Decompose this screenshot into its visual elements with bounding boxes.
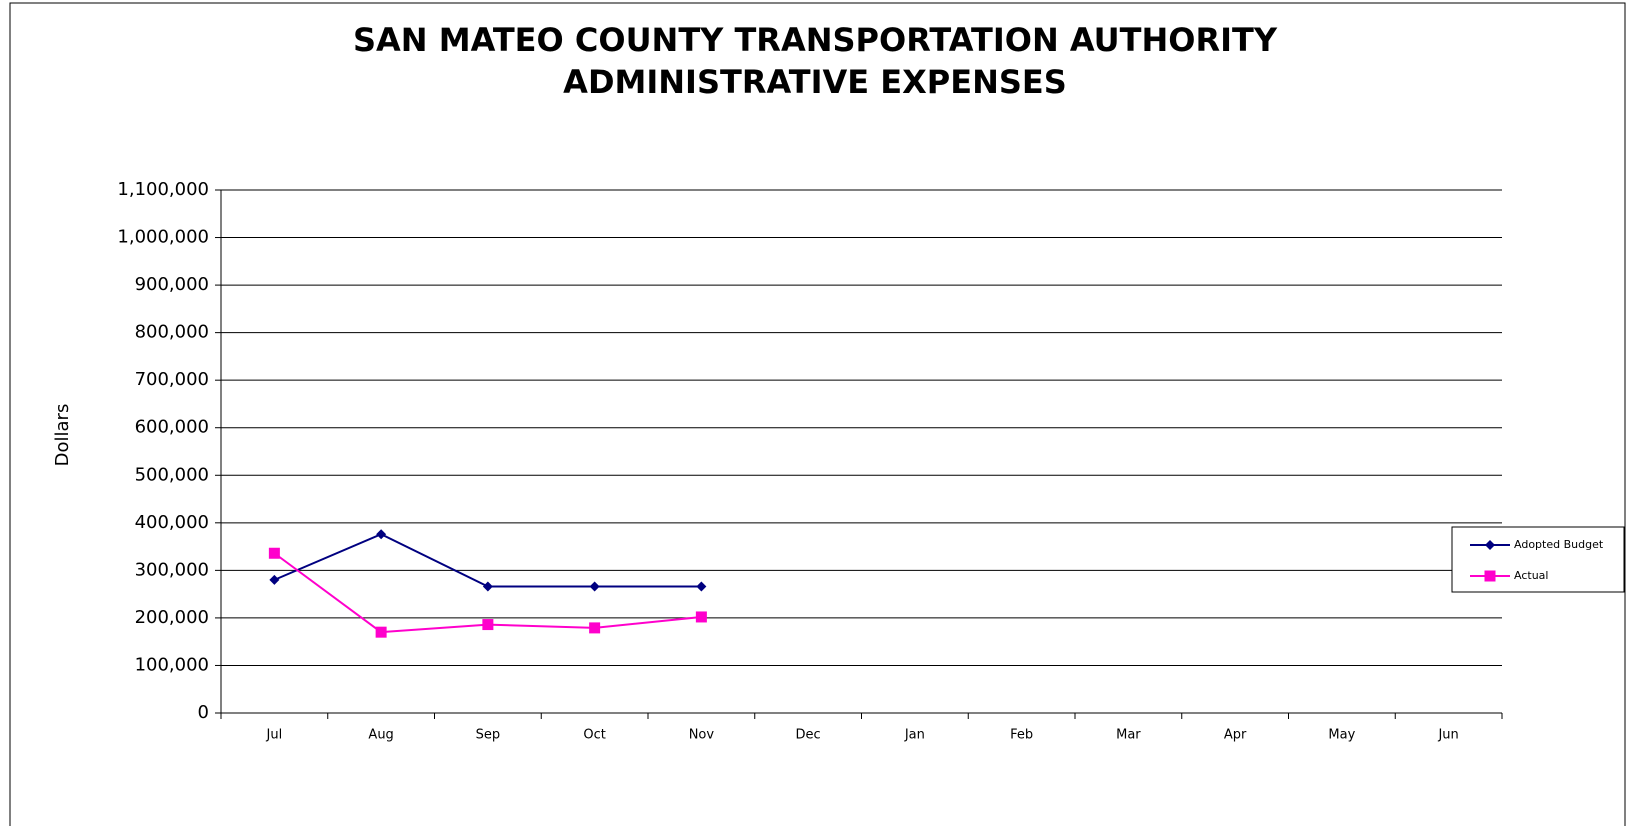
data-point xyxy=(269,574,280,585)
x-tick-label: Mar xyxy=(1116,728,1141,743)
legend-marker xyxy=(1484,570,1496,582)
legend-marker xyxy=(1485,540,1495,550)
data-point xyxy=(376,529,387,540)
x-tick-label: Nov xyxy=(689,728,715,743)
y-tick-label: 0 xyxy=(198,702,209,723)
y-axis-label: Dollars xyxy=(52,404,73,467)
x-tick-label: Jun xyxy=(1437,728,1458,743)
y-tick-label: 600,000 xyxy=(135,417,209,438)
legend-box xyxy=(1451,526,1625,593)
y-tick-label: 300,000 xyxy=(135,559,209,580)
data-point xyxy=(589,581,600,592)
y-tick-label: 100,000 xyxy=(135,654,209,675)
data-point xyxy=(268,547,280,559)
data-point xyxy=(482,581,493,592)
x-tick-label: May xyxy=(1328,728,1355,743)
data-point xyxy=(589,622,601,634)
y-tick-label: 1,000,000 xyxy=(117,227,209,248)
chart-title: SAN MATEO COUNTY TRANSPORTATION AUTHORIT… xyxy=(353,21,1278,59)
y-tick-label: 1,100,000 xyxy=(117,179,209,200)
y-tick-label: 200,000 xyxy=(135,607,209,628)
x-tick-label: Aug xyxy=(368,728,393,743)
y-tick-label: 400,000 xyxy=(135,512,209,533)
y-tick-label: 700,000 xyxy=(135,369,209,390)
data-point xyxy=(482,619,494,631)
x-tick-label: Sep xyxy=(476,728,501,743)
data-point xyxy=(375,626,387,638)
chart-frame xyxy=(9,2,1626,826)
x-tick-label: Jul xyxy=(266,728,283,743)
data-point xyxy=(696,581,707,592)
data-point xyxy=(695,611,707,623)
y-tick-label: 800,000 xyxy=(135,322,209,343)
y-tick-label: 900,000 xyxy=(135,274,209,295)
x-tick-label: Oct xyxy=(583,728,605,743)
x-tick-label: Jan xyxy=(904,728,925,743)
legend-label: Actual xyxy=(1514,569,1548,582)
x-tick-label: Apr xyxy=(1224,728,1247,743)
y-tick-label: 500,000 xyxy=(135,464,209,485)
x-tick-label: Dec xyxy=(796,728,821,743)
chart-subtitle: ADMINISTRATIVE EXPENSES xyxy=(563,63,1067,101)
legend-label: Adopted Budget xyxy=(1514,538,1604,551)
x-tick-label: Feb xyxy=(1010,728,1033,743)
